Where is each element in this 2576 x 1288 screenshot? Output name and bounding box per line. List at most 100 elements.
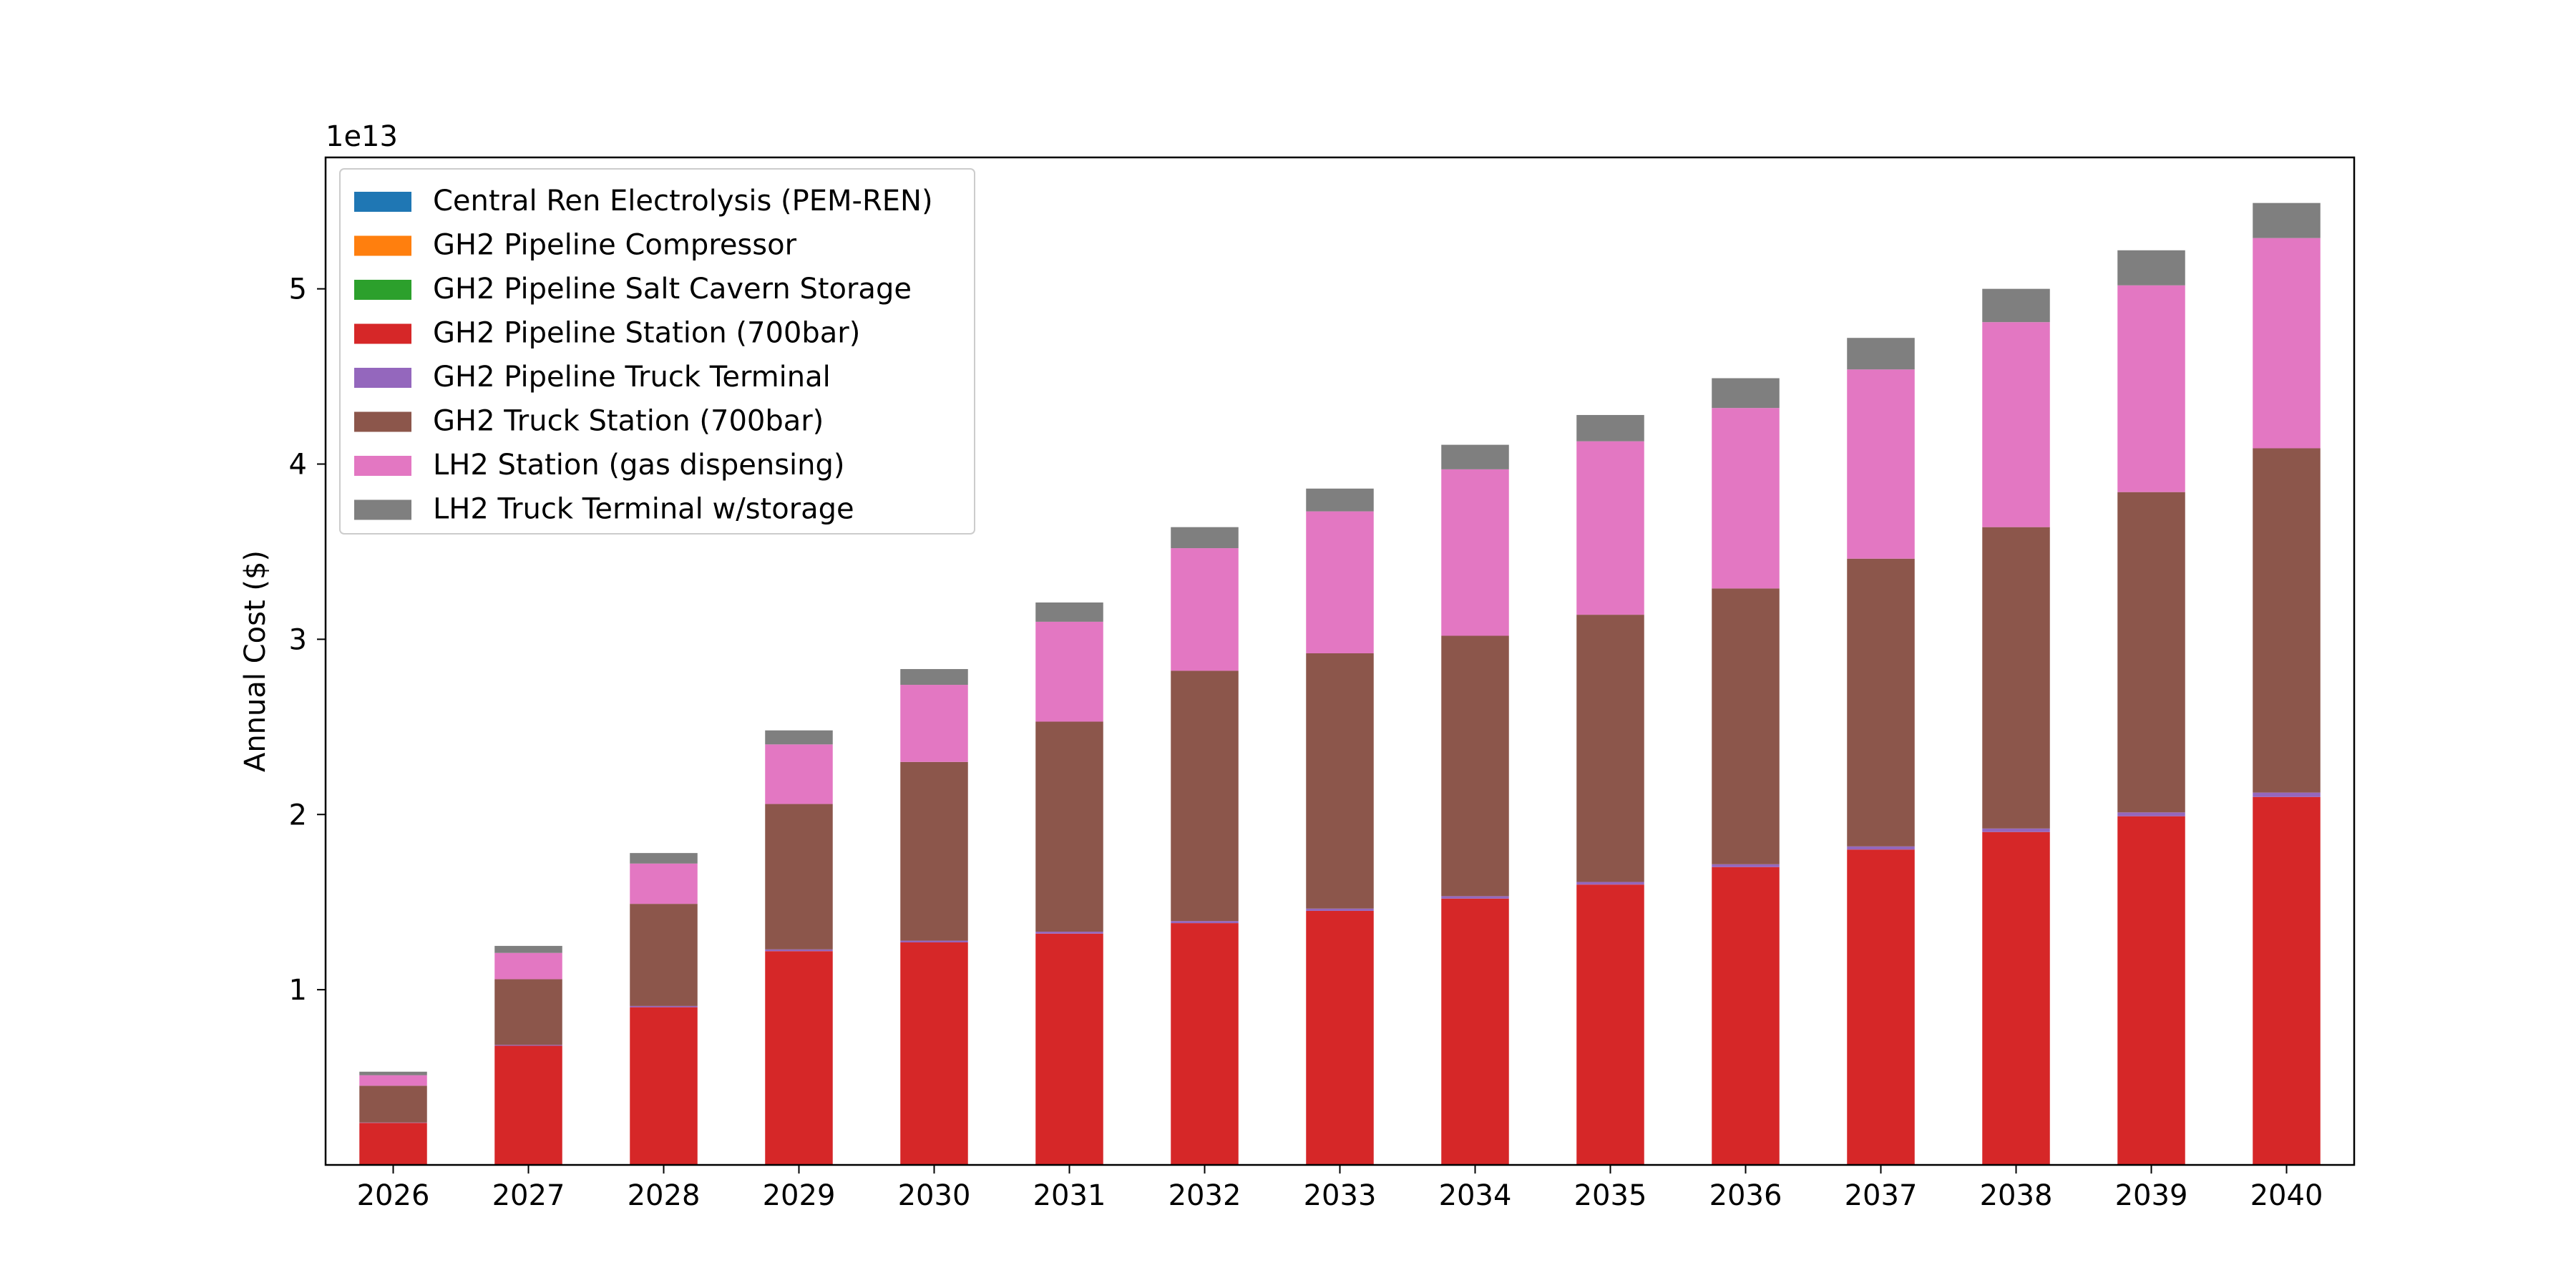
bar-segment <box>1847 849 1915 1165</box>
legend-label: Central Ren Electrolysis (PEM-REN) <box>433 185 933 218</box>
bar-segment <box>630 853 698 864</box>
x-tick-label: 2037 <box>1845 1179 1918 1212</box>
y-tick-label: 3 <box>289 623 307 656</box>
bar-segment <box>1576 615 1644 882</box>
bar-segment <box>1576 884 1644 1165</box>
bar-segment <box>1306 908 1374 911</box>
bar-segment <box>900 761 968 941</box>
x-tick-label: 2040 <box>2250 1179 2323 1212</box>
x-tick-label: 2029 <box>763 1179 836 1212</box>
legend-swatch <box>354 235 411 256</box>
bar-segment <box>1441 635 1509 897</box>
bar-segment <box>1847 846 1915 850</box>
x-tick-label: 2031 <box>1033 1179 1106 1212</box>
bar-segment <box>630 1005 698 1008</box>
bar-segment <box>1847 338 1915 370</box>
bar-segment <box>494 1045 562 1165</box>
bar-segment <box>1847 369 1915 559</box>
bar-segment <box>494 979 562 1045</box>
y-tick-label: 5 <box>289 273 307 306</box>
bar-segment <box>1306 910 1374 1165</box>
legend-item: GH2 Pipeline Salt Cavern Storage <box>354 273 912 306</box>
bar-segment <box>494 952 562 980</box>
bar-segment <box>2253 203 2321 238</box>
y-scale-multiplier: 1e13 <box>326 120 398 153</box>
bar-segment <box>1712 378 1780 409</box>
legend-box <box>339 168 975 535</box>
legend-swatch <box>354 411 411 432</box>
bar-segment <box>2117 250 2185 286</box>
bar-segment <box>900 942 968 1165</box>
x-tick-label: 2033 <box>1304 1179 1377 1212</box>
legend: Central Ren Electrolysis (PEM-REN) GH2 Pi… <box>339 168 975 535</box>
bar-segment <box>1441 896 1509 899</box>
bar-segment <box>1306 511 1374 653</box>
bar-segment <box>494 945 562 953</box>
y-tick-label: 2 <box>289 799 307 831</box>
bar-segment <box>2253 448 2321 793</box>
legend-label: LH2 Truck Terminal w/storage <box>433 493 854 526</box>
bar-segment <box>1441 898 1509 1165</box>
bar-segment <box>1712 867 1780 1165</box>
bar-segment <box>359 1075 427 1086</box>
bar-segment <box>765 949 833 952</box>
y-axis-label: Annual Cost ($) <box>239 550 272 772</box>
legend-item: GH2 Pipeline Compressor <box>354 229 797 262</box>
legend-swatch <box>354 192 411 212</box>
bar-segment <box>1306 488 1374 512</box>
bar-segment <box>1576 441 1644 615</box>
bars-layer <box>359 203 2321 1165</box>
bar-segment <box>2117 285 2185 492</box>
bar-segment <box>1982 831 2050 1165</box>
axes-layer: 2026 2027 2028 2029 2030 2031 2032 2033 2034 2035… <box>289 156 2356 1212</box>
bar-segment <box>2253 792 2321 797</box>
legend-swatch <box>354 323 411 344</box>
bar-segment <box>1712 864 1780 867</box>
bar-segment <box>1035 933 1103 1165</box>
bar-segment <box>1982 527 2050 829</box>
x-tick-label: 2034 <box>1439 1179 1512 1212</box>
x-tick-label: 2038 <box>1980 1179 2053 1212</box>
bar-segment <box>2117 492 2185 813</box>
bar-segment <box>1441 444 1509 469</box>
bar-segment <box>359 1071 427 1075</box>
x-tick-label: 2036 <box>1709 1179 1782 1212</box>
bar-segment <box>1712 588 1780 864</box>
bar-segment <box>1171 921 1239 924</box>
legend-item: GH2 Pipeline Truck Terminal <box>354 361 831 394</box>
bar-segment <box>765 730 833 745</box>
legend-swatch <box>354 280 411 300</box>
x-tick-label: 2032 <box>1169 1179 1241 1212</box>
legend-swatch <box>354 456 411 476</box>
legend-label: GH2 Pipeline Compressor <box>433 229 797 262</box>
bar-segment <box>1171 548 1239 671</box>
bar-segment <box>630 904 698 1006</box>
bar-segment <box>765 804 833 950</box>
x-tick-label: 2027 <box>492 1179 565 1212</box>
legend-item: LH2 Station (gas dispensing) <box>354 449 845 482</box>
bar-segment <box>1982 828 2050 832</box>
bar-segment <box>900 685 968 762</box>
bar-segment <box>1982 322 2050 527</box>
bar-segment <box>2117 816 2185 1165</box>
legend-item: Central Ren Electrolysis (PEM-REN) <box>354 185 933 218</box>
legend-swatch <box>354 368 411 388</box>
legend-label: GH2 Pipeline Salt Cavern Storage <box>433 273 912 306</box>
bar-segment <box>1441 469 1509 636</box>
bar-segment <box>765 951 833 1165</box>
y-tick-label: 4 <box>289 449 307 482</box>
legend-item: GH2 Truck Station (700bar) <box>354 405 824 438</box>
legend-label: GH2 Pipeline Truck Terminal <box>433 361 831 394</box>
x-tick-label: 2035 <box>1574 1179 1647 1212</box>
bar-segment <box>1576 882 1644 885</box>
y-tick-label: 1 <box>289 974 307 1007</box>
bar-segment <box>1035 621 1103 722</box>
bar-segment <box>1171 670 1239 922</box>
x-tick-label: 2028 <box>628 1179 701 1212</box>
legend-item: LH2 Truck Terminal w/storage <box>354 493 854 526</box>
bar-segment <box>630 1007 698 1165</box>
bar-segment <box>359 1085 427 1123</box>
bar-segment <box>1982 288 2050 323</box>
x-tick-label: 2030 <box>898 1179 971 1212</box>
